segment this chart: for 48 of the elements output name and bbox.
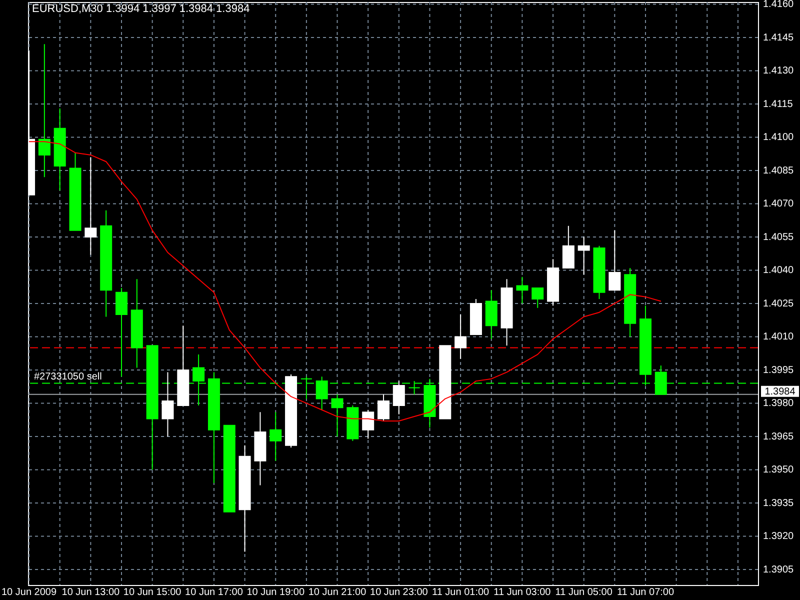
candlestick xyxy=(532,287,544,308)
y-tick-label: 1.3965 xyxy=(763,431,794,442)
candlestick xyxy=(392,380,405,415)
y-tick-label: 1.4145 xyxy=(763,32,794,44)
y-tick-label: 1.3935 xyxy=(763,498,794,509)
x-tick-label: 11 Jun 05:00 xyxy=(555,587,613,598)
y-tick-label: 1.3980 xyxy=(763,398,794,410)
candlestick xyxy=(331,394,344,437)
y-tick-label: 1.4055 xyxy=(763,232,794,243)
ref-line-label: #27331050 sell xyxy=(34,371,102,382)
x-tick-label: 11 Jun 07:00 xyxy=(616,587,674,598)
y-tick-label: 1.3995 xyxy=(763,364,794,376)
y-tick-label: 1.4040 xyxy=(763,265,794,276)
y-tick-label: 1.3920 xyxy=(763,531,794,542)
candlestick xyxy=(270,412,282,462)
y-tick-label: 1.4085 xyxy=(763,165,794,176)
candlestick xyxy=(84,156,97,256)
y-tick-label: 1.3905 xyxy=(763,564,794,576)
candlestick xyxy=(516,276,528,304)
candlestick xyxy=(377,394,390,422)
y-tick-label: 1.3950 xyxy=(763,464,794,476)
y-tick-label: 1.4010 xyxy=(763,332,794,343)
chart-title: EURUSD,M30 1.3994 1.3997 1.3984 1.3984 xyxy=(32,3,250,16)
candlestick xyxy=(316,376,328,410)
x-tick-label: 10 Jun 13:00 xyxy=(62,587,120,598)
candlestick xyxy=(38,44,50,178)
x-tick-label: 11 Jun 01:00 xyxy=(432,587,490,598)
y-tick-label: 1.4025 xyxy=(763,298,794,310)
y-tick-label: 1.4100 xyxy=(763,132,794,144)
y-tick-label: 1.4115 xyxy=(763,98,794,110)
candlestick xyxy=(608,230,621,291)
x-tick-label: 11 Jun 03:00 xyxy=(494,587,552,598)
x-tick-label: 10 Jun 2009 xyxy=(1,587,57,598)
y-tick-label: 1.4160 xyxy=(763,0,794,10)
candlestick xyxy=(362,409,374,440)
candlestick xyxy=(454,314,467,360)
ref-line-label: 1.3984 xyxy=(764,386,796,398)
candlestick xyxy=(562,225,574,269)
x-tick-label: 10 Jun 17:00 xyxy=(185,587,244,598)
x-tick-label: 10 Jun 15:00 xyxy=(123,587,182,598)
x-tick-label: 10 Jun 23:00 xyxy=(370,587,428,598)
candlestick xyxy=(578,236,590,276)
y-tick-label: 1.4070 xyxy=(763,198,794,210)
y-tick-label: 1.4130 xyxy=(763,66,794,77)
x-tick-label: 10 Jun 21:00 xyxy=(308,587,367,598)
x-tick-label: 10 Jun 19:00 xyxy=(246,587,305,598)
candlestick xyxy=(116,287,128,378)
candlestick xyxy=(162,372,174,437)
